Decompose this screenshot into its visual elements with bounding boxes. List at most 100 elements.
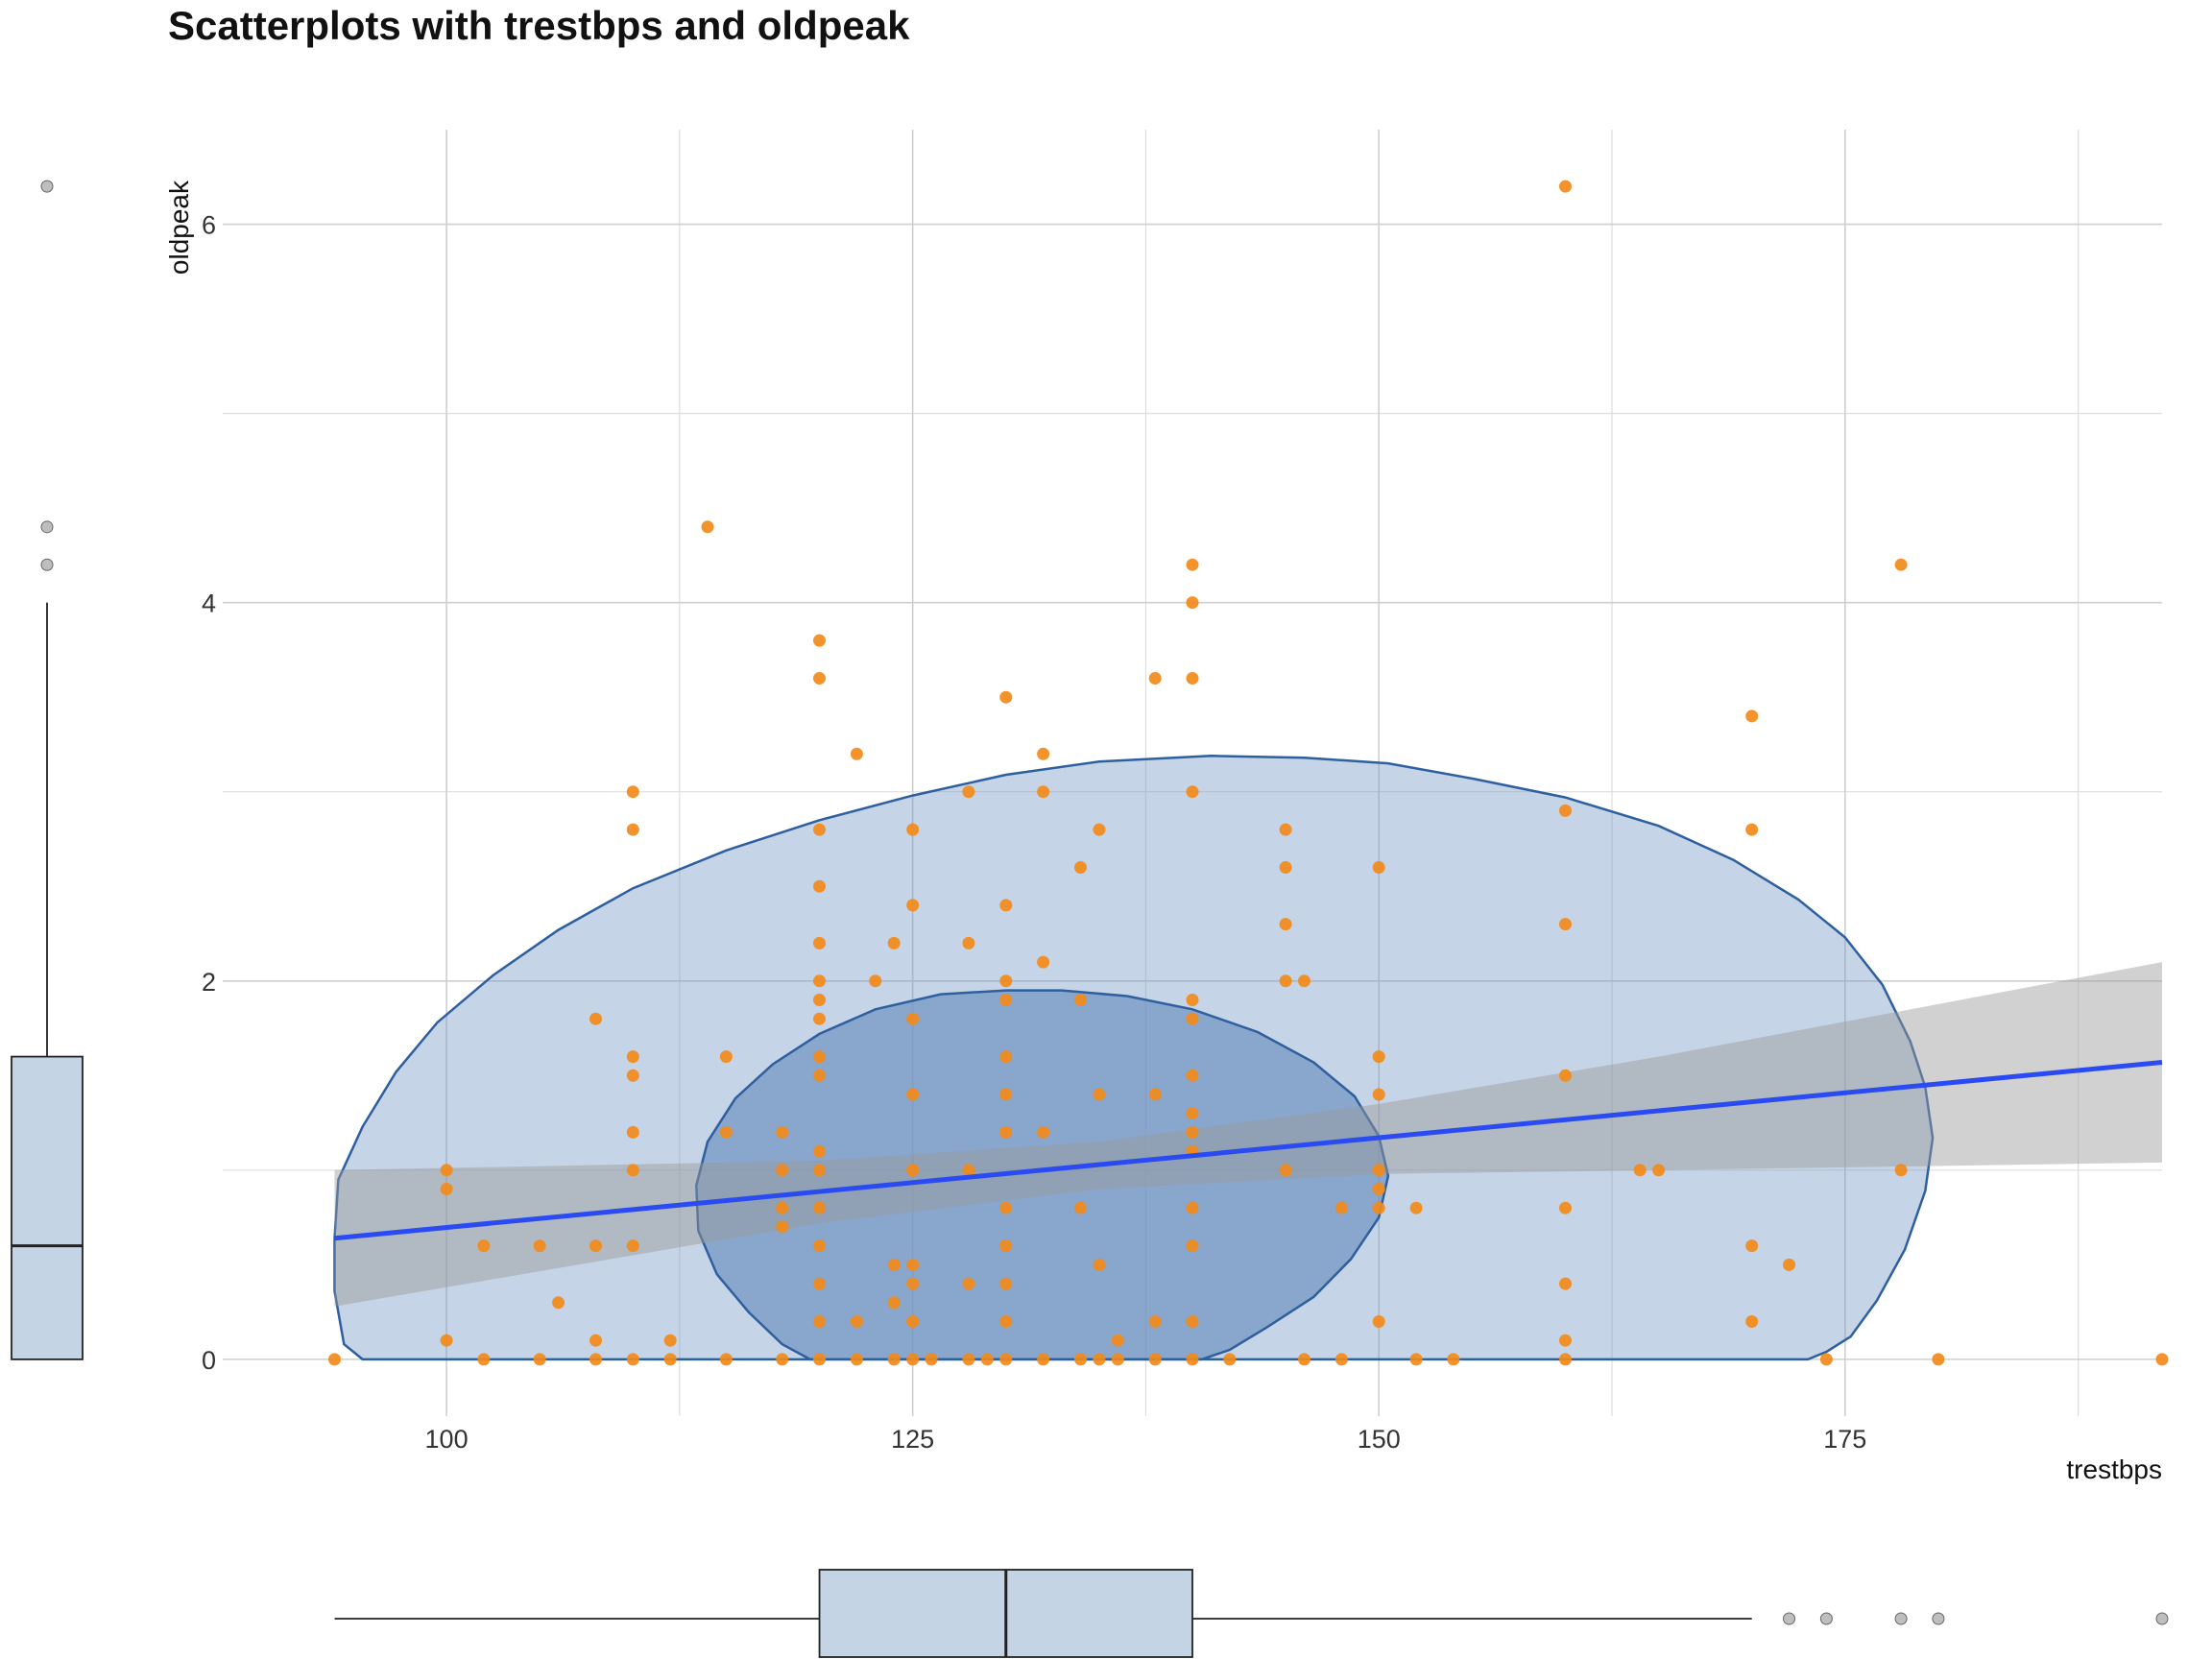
oldpeak-marginal-boxplot: [11, 180, 84, 1360]
x-tick-label: 100: [425, 1425, 469, 1454]
data-point: [813, 672, 826, 685]
data-point: [1559, 918, 1572, 931]
data-point: [1334, 1201, 1348, 1214]
data-point: [1186, 1239, 1199, 1253]
data-point: [626, 823, 639, 836]
x-axis-title: trestbps: [2066, 1455, 2162, 1484]
data-point: [1148, 1315, 1162, 1328]
data-point: [999, 1239, 1013, 1253]
data-point: [962, 1164, 975, 1177]
data-point: [906, 1277, 920, 1290]
data-point: [813, 1012, 826, 1025]
data-point: [999, 899, 1013, 912]
data-point: [999, 1050, 1013, 1064]
data-point: [1074, 1353, 1087, 1366]
trestbps-outlier-point: [1783, 1612, 1796, 1625]
data-point: [1633, 1164, 1647, 1177]
data-point: [1186, 1201, 1199, 1214]
data-point: [1372, 1315, 1385, 1328]
oldpeak-outlier-point: [40, 180, 54, 193]
data-point: [1372, 1050, 1385, 1064]
data-point: [328, 1353, 341, 1366]
data-point: [813, 879, 826, 893]
data-point: [906, 1353, 920, 1366]
data-point: [776, 1164, 789, 1177]
data-point: [626, 1125, 639, 1139]
data-point: [980, 1353, 994, 1366]
y-tick-label: 0: [202, 1346, 216, 1375]
data-point: [440, 1183, 453, 1195]
data-point: [1148, 672, 1162, 685]
data-point: [1186, 1315, 1199, 1328]
oldpeak-box: [11, 1055, 84, 1360]
data-point: [1186, 596, 1199, 610]
data-point: [1074, 994, 1087, 1006]
data-point: [626, 1164, 639, 1177]
data-point: [776, 1201, 789, 1214]
x-tick-label: 175: [1823, 1425, 1866, 1454]
density-contour-inner: [695, 989, 1390, 1361]
data-point: [589, 1334, 602, 1347]
data-point: [1279, 1164, 1292, 1177]
data-point: [813, 1144, 826, 1158]
data-point: [626, 1239, 639, 1253]
data-point: [1372, 861, 1385, 874]
data-point: [1037, 747, 1050, 760]
data-point: [850, 747, 863, 760]
data-point: [1093, 1088, 1106, 1101]
data-point: [1559, 1201, 1572, 1214]
data-point: [1186, 994, 1199, 1006]
trestbps-marginal-boxplot: [334, 1569, 2169, 1658]
data-point: [663, 1334, 677, 1347]
data-point: [1037, 1125, 1050, 1139]
data-point: [813, 1239, 826, 1253]
data-point: [1186, 1125, 1199, 1139]
data-point: [589, 1353, 602, 1366]
data-point: [999, 1201, 1013, 1214]
data-point: [813, 1201, 826, 1214]
x-tick-label: 150: [1358, 1425, 1401, 1454]
data-point: [701, 520, 714, 534]
y-tick-label: 4: [202, 589, 216, 618]
data-point: [999, 1277, 1013, 1290]
data-point: [850, 1315, 863, 1328]
data-point: [1186, 672, 1199, 685]
data-point: [906, 823, 920, 836]
data-point: [1894, 558, 1908, 571]
data-point: [813, 634, 826, 647]
data-point: [906, 1315, 920, 1328]
data-point: [552, 1296, 565, 1310]
data-point: [776, 1353, 789, 1366]
data-point: [776, 1125, 789, 1139]
trestbps-outlier-point: [1894, 1612, 1908, 1625]
data-point: [1037, 785, 1050, 799]
data-point: [477, 1353, 491, 1366]
data-point: [962, 1353, 975, 1366]
data-point: [1334, 1353, 1348, 1366]
trestbps-outlier-point: [1932, 1612, 1945, 1625]
data-point: [1186, 1107, 1199, 1120]
data-point: [1409, 1353, 1423, 1366]
trestbps-outlier-point: [1819, 1612, 1833, 1625]
y-tick-label: 6: [202, 211, 216, 240]
data-point: [1279, 918, 1292, 931]
data-point: [719, 1050, 733, 1064]
data-point: [1372, 1164, 1385, 1177]
data-point: [477, 1239, 491, 1253]
data-point: [925, 1353, 938, 1366]
data-point: [1186, 1069, 1199, 1082]
data-point: [1186, 558, 1199, 571]
data-point: [813, 974, 826, 988]
data-point: [1186, 1353, 1199, 1366]
data-point: [1186, 1012, 1199, 1025]
data-point: [887, 936, 901, 950]
data-point: [1559, 180, 1572, 193]
data-point: [1783, 1258, 1795, 1271]
data-point: [1093, 1258, 1106, 1271]
data-point: [1559, 1069, 1572, 1082]
data-point: [1559, 804, 1572, 817]
data-point: [962, 785, 975, 799]
data-point: [1409, 1201, 1423, 1214]
data-point: [1148, 1088, 1162, 1101]
data-point: [776, 1220, 789, 1234]
